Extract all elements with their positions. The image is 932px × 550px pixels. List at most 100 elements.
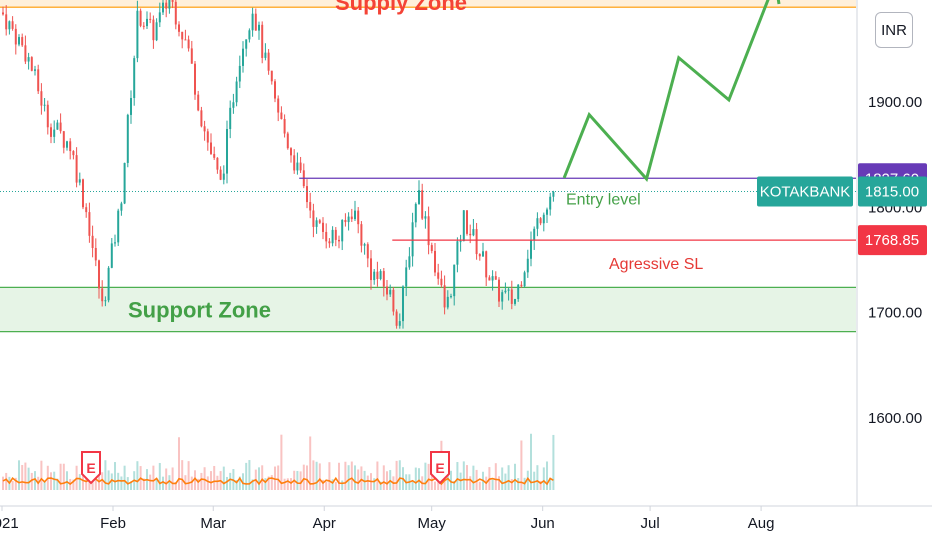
candle-body: [226, 129, 228, 174]
candle-body: [309, 202, 312, 211]
candle-body: [222, 173, 225, 180]
volume-bar: [66, 471, 68, 490]
volume-bar: [306, 465, 308, 490]
candle-body: [120, 203, 123, 211]
candle-body: [43, 104, 46, 106]
volume-bar: [123, 465, 126, 490]
volume-bar: [136, 461, 139, 490]
symbol-tag: [757, 176, 853, 207]
volume-bar: [155, 478, 158, 490]
zone-label: Support Zone: [128, 298, 271, 323]
time-tick-label: May: [418, 515, 447, 532]
volume-bar: [21, 464, 24, 490]
candle-body: [126, 114, 129, 163]
candle-body: [427, 216, 430, 246]
volume-bar: [229, 472, 232, 490]
candle-body: [242, 48, 244, 66]
levels-layer: Entry level Agressive SL: [0, 177, 856, 273]
volume-bar: [466, 465, 468, 490]
volume-bar: [312, 460, 315, 490]
time-tick-label: Jun: [531, 515, 555, 532]
candle-body: [552, 191, 555, 197]
candle-body: [213, 153, 216, 158]
price-tag-label: 1815.00: [865, 184, 919, 201]
volume-bar: [149, 474, 152, 490]
volume-bar: [363, 470, 366, 490]
projection-layer: [562, 0, 781, 182]
candle-body: [533, 228, 536, 240]
volume-bar: [427, 463, 430, 490]
candle-body: [318, 220, 321, 223]
currency-button[interactable]: INR: [875, 12, 913, 48]
volume-bar: [203, 467, 206, 490]
candle-body: [530, 239, 532, 259]
candle-body: [494, 276, 497, 280]
candle-body: [501, 292, 504, 302]
candle-body: [542, 214, 545, 224]
candle-body: [514, 298, 516, 304]
candle-body: [360, 224, 363, 246]
candle-body: [107, 267, 110, 301]
volume-bar: [357, 469, 360, 490]
volume-bar: [72, 479, 75, 490]
candle-body: [363, 244, 366, 246]
price-tick-label: 1600.00: [868, 410, 922, 427]
candle-body: [101, 288, 104, 302]
volume-bar: [382, 465, 385, 490]
candle-body: [322, 222, 324, 232]
candle-body: [56, 122, 59, 130]
candle-body: [344, 219, 347, 223]
candle-body: [510, 289, 513, 304]
volume-bar: [507, 465, 510, 490]
candle-body: [123, 162, 126, 204]
volume-bar: [171, 467, 174, 490]
volume-bar: [181, 460, 184, 490]
candle-body: [142, 25, 145, 27]
candle-body: [274, 81, 276, 99]
candle-body: [171, 0, 174, 2]
candle-body: [139, 10, 142, 26]
candle-body: [290, 148, 292, 156]
candle-body: [133, 58, 136, 98]
volume-bar: [526, 470, 529, 490]
candle-body: [389, 289, 392, 295]
volume-bar: [453, 480, 456, 490]
candle-body: [14, 28, 17, 45]
volume-bar: [514, 463, 516, 490]
volume-bar: [178, 437, 180, 490]
candle-body: [251, 13, 254, 31]
candle-body: [27, 57, 30, 62]
candle-body: [248, 30, 251, 40]
volume-bar: [322, 479, 324, 490]
candle-body: [398, 321, 401, 326]
candle-body: [478, 254, 481, 257]
volume-bar: [165, 468, 168, 490]
candle-body: [162, 2, 164, 13]
volume-bar: [475, 469, 478, 490]
candle-body: [488, 277, 491, 281]
candle-body: [200, 110, 203, 127]
candle-body: [475, 229, 478, 255]
price-tick-label: 1700.00: [868, 305, 922, 322]
candle-body: [453, 264, 456, 297]
candle-body: [539, 218, 542, 224]
price-tag: [858, 225, 927, 256]
volume-bar: [120, 476, 123, 490]
volume-bar: [56, 478, 59, 490]
volume-bar: [386, 471, 388, 490]
candle-body: [11, 21, 14, 29]
symbol-tag-label: KOTAKBANK: [760, 184, 851, 201]
volume-bar: [344, 461, 347, 490]
volume-bar: [328, 462, 331, 490]
price-tick-label: 1900.00: [868, 94, 922, 111]
volume-bar: [82, 475, 84, 490]
candle-body: [30, 57, 33, 71]
candle-body: [5, 14, 8, 30]
candle-body: [174, 1, 177, 25]
candle-body: [258, 24, 260, 31]
candle-body: [283, 119, 286, 134]
volume-bar: [418, 468, 420, 490]
earnings-marker: [81, 451, 101, 485]
volume-bar: [309, 436, 312, 490]
